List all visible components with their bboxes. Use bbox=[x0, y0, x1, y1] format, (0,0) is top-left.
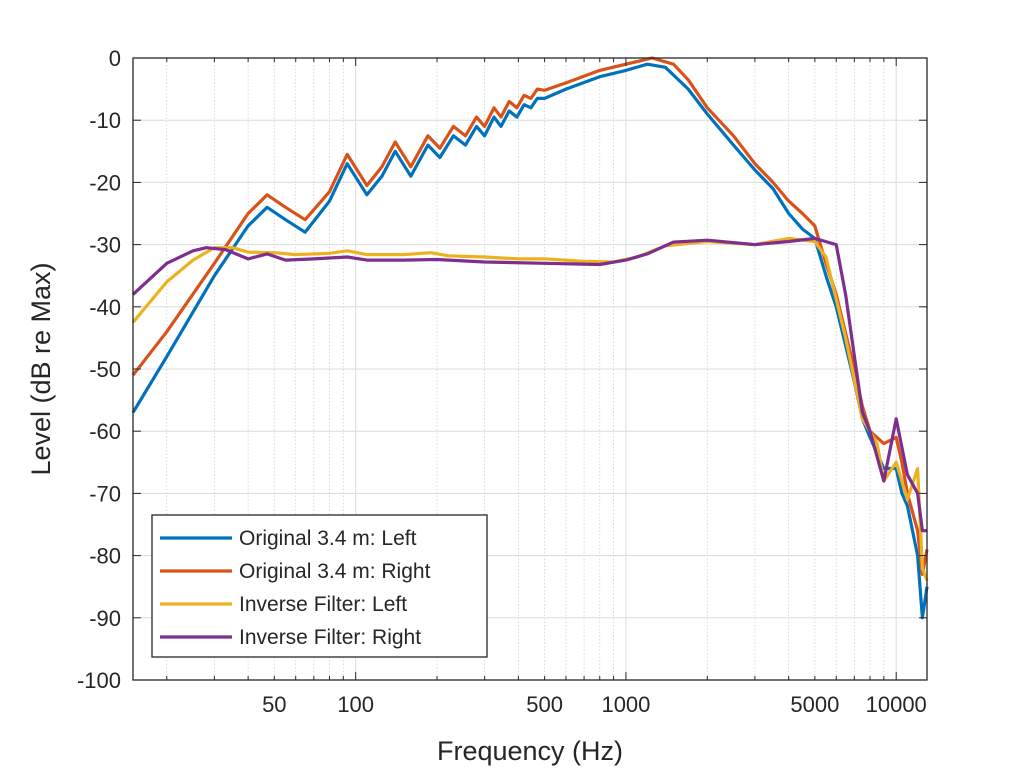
x-tick-label: 5000 bbox=[790, 692, 839, 717]
series-line-3 bbox=[131, 236, 929, 582]
legend-label: Original 3.4 m: Left bbox=[239, 527, 417, 550]
y-tick-label: -100 bbox=[77, 668, 121, 693]
y-tick-label: -60 bbox=[89, 419, 121, 444]
y-tick-label: -20 bbox=[89, 170, 121, 195]
y-tick-label: 0 bbox=[109, 46, 121, 71]
series-line-2 bbox=[131, 56, 929, 576]
y-tick-label: -90 bbox=[89, 606, 121, 631]
x-tick-label: 10000 bbox=[866, 692, 927, 717]
series-lines bbox=[131, 56, 929, 620]
y-tick-label: -80 bbox=[89, 544, 121, 569]
y-tick-label: -70 bbox=[89, 481, 121, 506]
legend-label: Original 3.4 m: Right bbox=[239, 560, 431, 583]
x-axis-label: Frequency (Hz) bbox=[437, 736, 623, 766]
ticks: 0 -10 -20 -30 -40 -50 -60 -70 -80 -90 -100 50 100 500… bbox=[77, 46, 927, 717]
y-axis-label: Level (dB re Max) bbox=[26, 262, 56, 475]
y-tick-label: -10 bbox=[89, 108, 121, 133]
y-tick-label: -40 bbox=[89, 295, 121, 320]
x-tick-label: 100 bbox=[337, 692, 374, 717]
x-tick-label: 1000 bbox=[601, 692, 650, 717]
series-line-4 bbox=[131, 236, 927, 533]
y-tick-label: -30 bbox=[89, 233, 121, 258]
legend-label: Inverse Filter: Left bbox=[239, 593, 407, 616]
x-tick-label: 500 bbox=[526, 692, 563, 717]
legend: Original 3.4 m: Left Original 3.4 m: Righ… bbox=[151, 514, 488, 658]
x-tick-label: 50 bbox=[262, 692, 286, 717]
y-tick-label: -50 bbox=[89, 357, 121, 382]
legend-label: Inverse Filter: Right bbox=[239, 626, 421, 649]
